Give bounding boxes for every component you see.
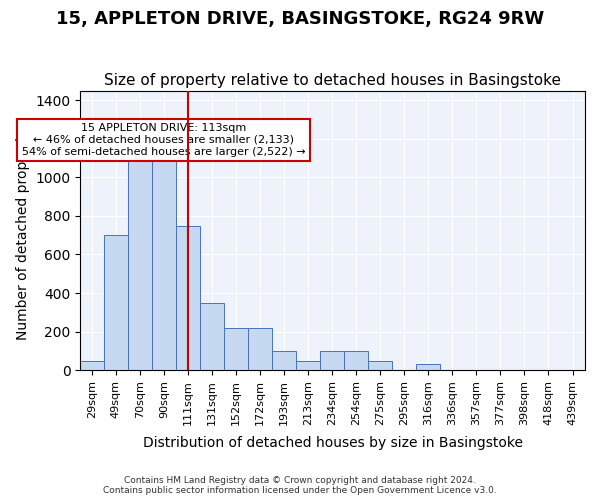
Bar — [248, 328, 272, 370]
Bar — [368, 360, 392, 370]
Bar — [152, 158, 176, 370]
Bar — [104, 235, 128, 370]
Text: 15 APPLETON DRIVE: 113sqm
← 46% of detached houses are smaller (2,133)
54% of se: 15 APPLETON DRIVE: 113sqm ← 46% of detac… — [22, 124, 305, 156]
Bar — [296, 360, 320, 370]
Y-axis label: Number of detached properties: Number of detached properties — [16, 121, 30, 340]
Bar — [128, 158, 152, 370]
Text: Contains HM Land Registry data © Crown copyright and database right 2024.
Contai: Contains HM Land Registry data © Crown c… — [103, 476, 497, 495]
Bar — [80, 360, 104, 370]
Bar — [272, 351, 296, 370]
Text: 15, APPLETON DRIVE, BASINGSTOKE, RG24 9RW: 15, APPLETON DRIVE, BASINGSTOKE, RG24 9R… — [56, 10, 544, 28]
Bar — [344, 351, 368, 370]
Bar — [200, 302, 224, 370]
Bar — [176, 226, 200, 370]
Bar — [416, 364, 440, 370]
Bar — [224, 328, 248, 370]
X-axis label: Distribution of detached houses by size in Basingstoke: Distribution of detached houses by size … — [143, 436, 523, 450]
Title: Size of property relative to detached houses in Basingstoke: Size of property relative to detached ho… — [104, 73, 561, 88]
Bar — [320, 351, 344, 370]
